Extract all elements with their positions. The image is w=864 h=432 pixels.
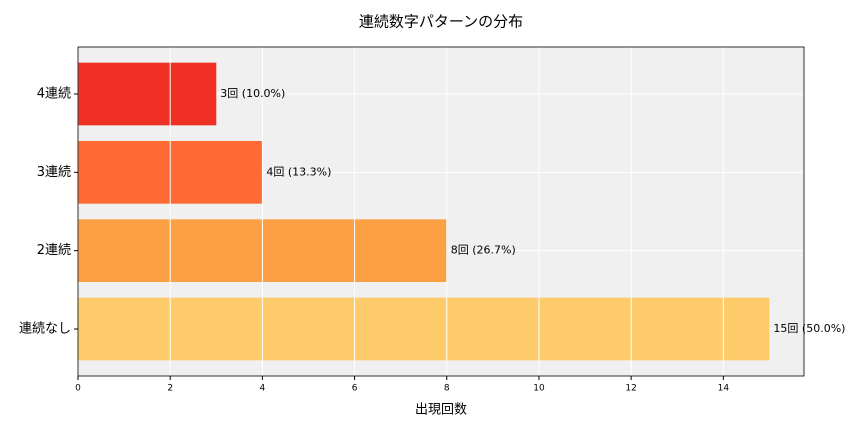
bar bbox=[78, 62, 217, 126]
x-tick-label: 8 bbox=[444, 384, 450, 394]
value-label: 8回 (26.7%) bbox=[451, 244, 516, 257]
x-tick-label: 2 bbox=[167, 384, 173, 394]
x-axis-label: 出現回数 bbox=[415, 403, 467, 418]
x-tick-label: 10 bbox=[533, 384, 545, 394]
value-label: 3回 (10.0%) bbox=[220, 87, 285, 100]
y-tick-label: 連続なし bbox=[19, 322, 71, 337]
y-tick-label: 2連続 bbox=[37, 243, 71, 258]
x-tick-label: 12 bbox=[625, 384, 636, 394]
value-label: 4回 (13.3%) bbox=[266, 165, 331, 178]
y-tick-label: 3連続 bbox=[37, 165, 71, 180]
x-tick-label: 14 bbox=[718, 384, 730, 394]
value-label: 15回 (50.0%) bbox=[773, 322, 845, 335]
bar bbox=[78, 297, 770, 361]
chart-title: 連続数字パターンの分布 bbox=[359, 13, 523, 31]
y-tick-label: 4連続 bbox=[37, 87, 71, 102]
x-tick-label: 4 bbox=[260, 384, 266, 394]
plot-frame bbox=[77, 46, 805, 377]
x-tick-label: 0 bbox=[75, 384, 81, 394]
x-tick-label: 6 bbox=[352, 384, 358, 394]
